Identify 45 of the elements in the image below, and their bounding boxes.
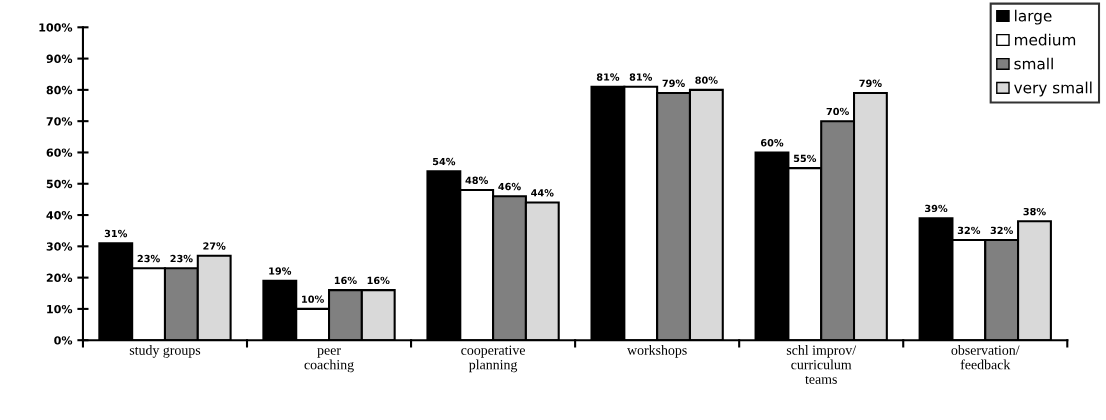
data-label: 70%	[826, 107, 849, 116]
y-tick-label: 70%	[46, 117, 73, 126]
legend-label: very small	[1014, 81, 1092, 97]
data-label: 23%	[137, 254, 160, 263]
data-label: 31%	[104, 229, 128, 238]
data-label: 27%	[203, 242, 226, 250]
data-label: 44%	[531, 189, 554, 197]
data-label: 60%	[760, 139, 784, 147]
x-tick-label: cooperative planning	[461, 345, 525, 373]
y-tick-label: 40%	[46, 211, 73, 220]
data-label: 48%	[465, 176, 489, 184]
data-label: 54%	[432, 157, 456, 166]
y-tick-label: 20%	[46, 273, 73, 282]
x-tick-label: peer coaching	[304, 348, 354, 373]
data-label: 19%	[269, 267, 292, 275]
y-tick-label: 50%	[46, 179, 73, 189]
y-tick-label: 60%	[46, 148, 73, 157]
x-tick-label: workshops	[627, 345, 687, 358]
data-label: 55%	[793, 154, 817, 163]
x-tick-label: schl improv/ curriculum teams	[786, 345, 857, 384]
legend-label: small	[1014, 57, 1053, 70]
data-label: 16%	[367, 276, 390, 285]
y-tick-label: 90%	[46, 54, 73, 63]
data-label: 23%	[170, 254, 193, 263]
legend-label: medium	[1014, 33, 1076, 46]
data-label: 81%	[596, 73, 620, 81]
y-tick-label: 30%	[46, 242, 73, 251]
data-label: 46%	[498, 182, 521, 191]
y-tick-label: 0%	[54, 336, 73, 345]
data-label: 80%	[695, 76, 718, 84]
data-label: 81%	[629, 73, 653, 81]
data-label: 39%	[925, 204, 948, 213]
data-label: 38%	[1023, 207, 1046, 216]
data-label: 10%	[302, 295, 324, 303]
y-tick-label: 10%	[47, 304, 73, 314]
x-tick-label: observation/ feedback	[951, 345, 1020, 370]
y-tick-label: 100%	[39, 23, 73, 32]
data-label: 79%	[662, 79, 685, 87]
data-label: 32%	[990, 226, 1013, 235]
data-label: 32%	[957, 226, 981, 235]
legend-label: large	[1015, 9, 1052, 25]
y-tick-label: 80%	[46, 85, 73, 95]
data-label: 16%	[334, 276, 357, 285]
data-label: 79%	[859, 79, 882, 87]
x-tick-label: study groups	[129, 345, 201, 358]
